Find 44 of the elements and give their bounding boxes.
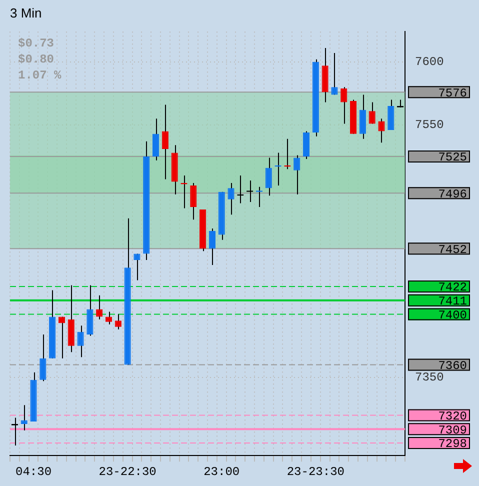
candlestick: [86, 284, 94, 336]
candlestick: [96, 294, 103, 320]
candlestick: [368, 102, 376, 124]
ref-line-label: 7360: [438, 358, 467, 373]
candlestick: [152, 118, 160, 161]
candlestick: [105, 311, 112, 325]
candlestick: [190, 182, 197, 220]
y-tick-label: 7550: [415, 118, 444, 132]
candlestick: [40, 334, 46, 382]
x-tick-label: 23:00: [204, 464, 240, 479]
candlestick: [134, 253, 140, 281]
candlestick: [208, 228, 216, 266]
ref-line-label: 7309: [438, 423, 467, 438]
y-tick-label: 7350: [415, 370, 444, 385]
ref-line-label: 7496: [438, 187, 467, 202]
candlestick: [294, 154, 300, 195]
candlestick: [359, 94, 366, 140]
candlestick: [162, 104, 168, 180]
candlestick: [228, 182, 234, 216]
ref-line-label: 7422: [438, 280, 467, 295]
annotation: 1.07 %: [18, 68, 62, 83]
candlestick: [340, 86, 348, 124]
ref-line-label: 7320: [438, 409, 467, 424]
ref-line-label: 7525: [438, 150, 467, 165]
ref-line-label: 7411: [438, 294, 467, 309]
candlestick: [58, 316, 66, 359]
annotation: $0.73: [18, 36, 54, 51]
candlestick: [378, 118, 385, 144]
candlestick: [265, 157, 272, 196]
ref-line-label: 7400: [438, 308, 467, 322]
ref-line-label: 7576: [438, 86, 467, 100]
candlestick: [77, 325, 84, 358]
candlestick: [302, 130, 310, 160]
ref-line-label: 7298: [438, 437, 467, 452]
annotation: $0.80: [18, 52, 54, 67]
candlestick: [388, 99, 394, 131]
candlestick: [331, 52, 338, 96]
ref-line-label: 7452: [438, 242, 467, 257]
x-tick-label: 04:30: [16, 464, 52, 479]
y-tick-label: 7600: [415, 55, 444, 70]
candlestick: [114, 314, 122, 330]
chart-title: 3 Min: [10, 5, 42, 20]
x-tick-label: 23-22:30: [98, 464, 156, 479]
x-tick-label: 23-23:30: [286, 464, 344, 479]
